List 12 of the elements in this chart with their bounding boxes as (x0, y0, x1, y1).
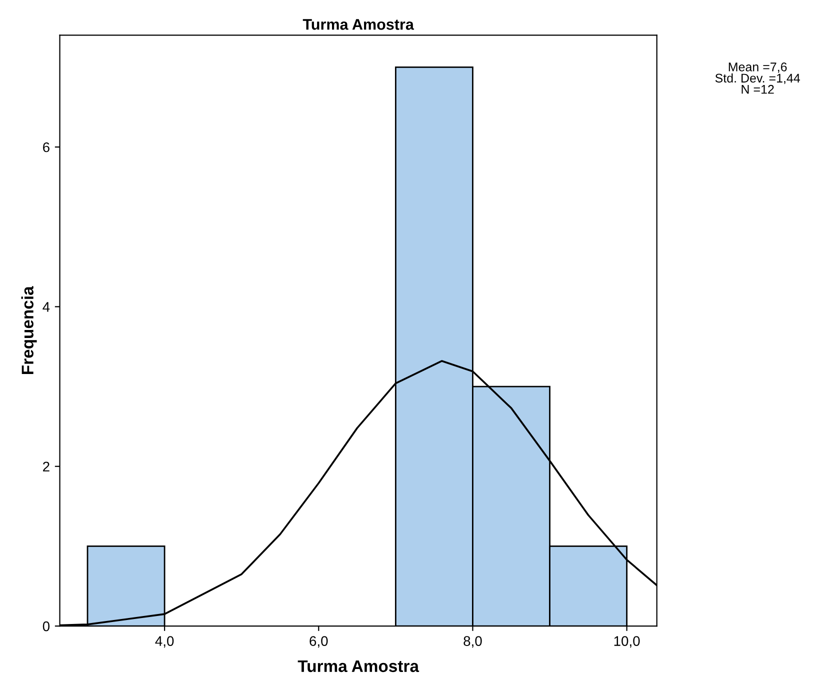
y-axis-title: Frequencia (21, 286, 37, 374)
y-tick-label: 6 (43, 142, 50, 152)
chart-title: Turma Amostra (302, 19, 414, 30)
x-axis-title: Turma Amostra (298, 660, 420, 672)
x-tick-label: 4,0 (155, 636, 174, 648)
y-tick-label: 0 (42, 621, 50, 632)
x-tick-label: 8,0 (464, 636, 482, 648)
text: Mean =7,6 Std. Dev. =1,44 N =12 (715, 62, 800, 94)
x-tick-label: 10,0 (614, 636, 640, 648)
x-tick-label: 6,0 (310, 636, 328, 648)
y-tick-label: 2 (43, 462, 50, 472)
y-tick-label: 4 (42, 302, 50, 312)
